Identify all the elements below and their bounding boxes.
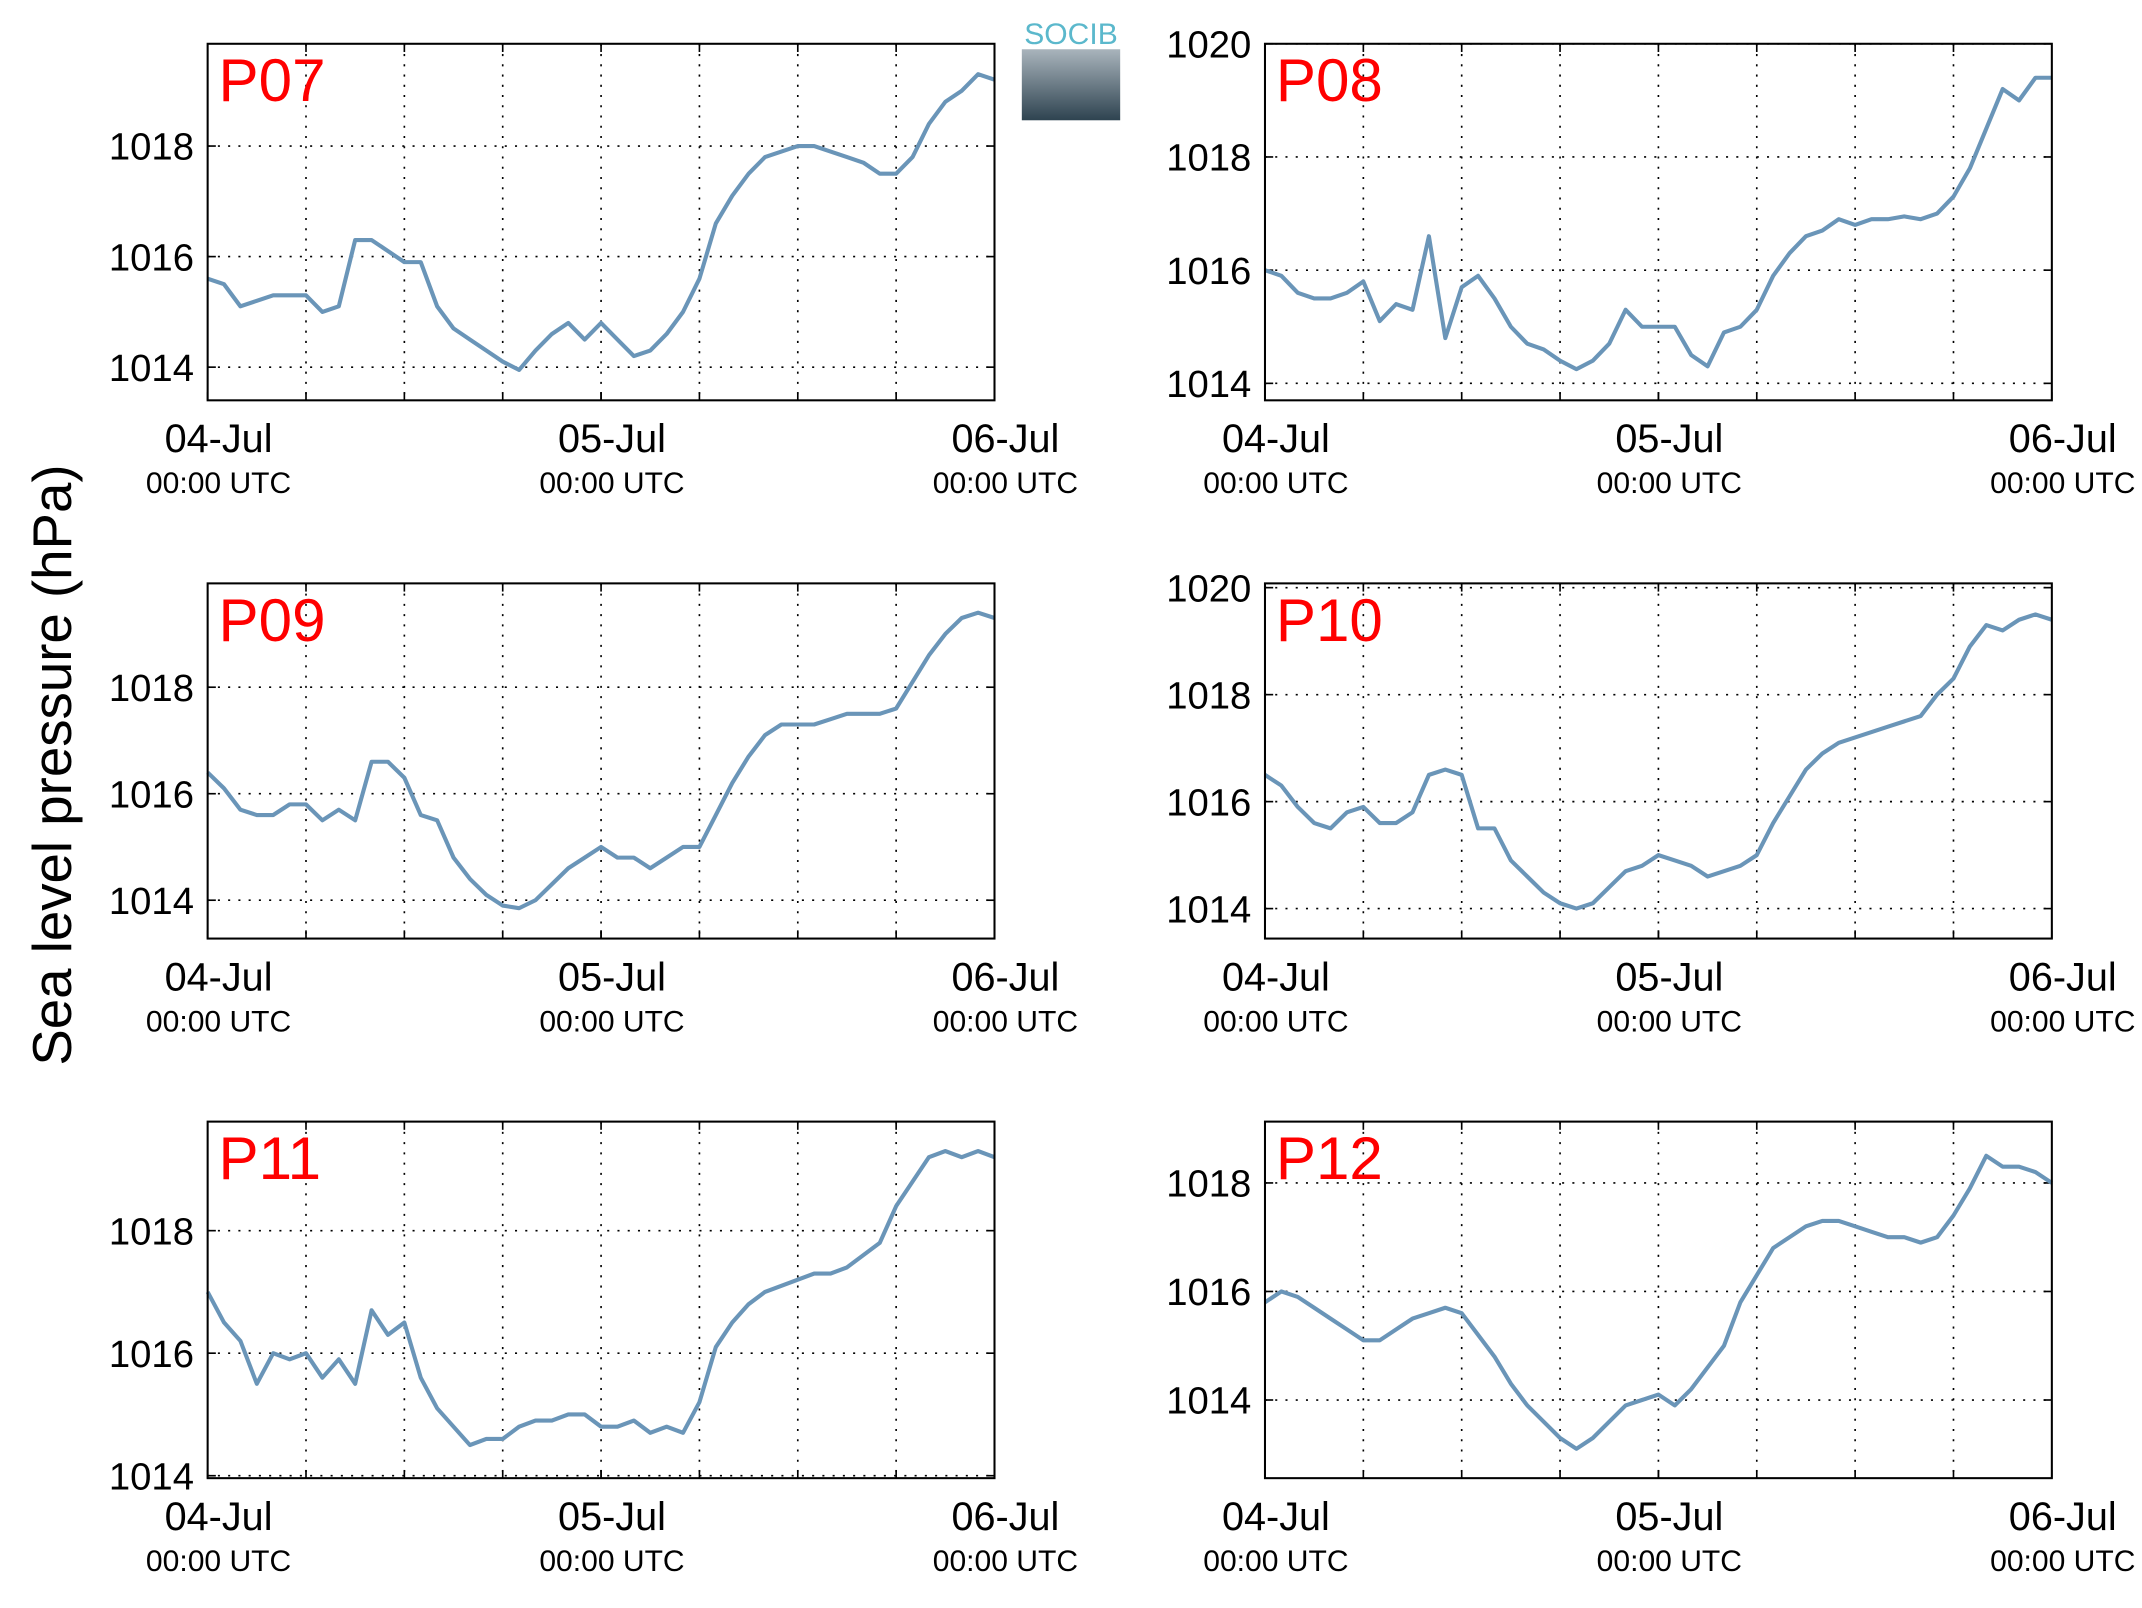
axes-frame <box>1263 1120 2053 1480</box>
x-tick-sublabel: 00:00 UTC <box>1203 1545 1348 1578</box>
logo-text: SOCIB <box>1024 18 1118 51</box>
data-line <box>205 1148 996 1448</box>
x-tick-label: 05-Jul <box>1615 955 1723 999</box>
logo-box <box>1021 49 1121 121</box>
x-tick-sublabel: 00:00 UTC <box>1203 1005 1348 1038</box>
x-tick-sublabel: 00:00 UTC <box>539 1545 684 1578</box>
data-line <box>1264 75 2052 372</box>
y-tick-label: 1016 <box>1166 781 1251 824</box>
panel-title: P12 <box>1276 1125 1383 1192</box>
y-tick-label: 1014 <box>1166 363 1251 406</box>
subplot: 1014 1016 1018 04-Jul 00:00 UTC 05-Jul 00:00 U… <box>1166 1120 2135 1578</box>
x-tick-sublabel: 00:00 UTC <box>539 467 684 500</box>
x-tick-label: 04-Jul <box>1222 955 1330 999</box>
x-tick-sublabel: 00:00 UTC <box>146 467 291 500</box>
x-tick-sublabel: 00:00 UTC <box>1990 467 2135 500</box>
y-tick-label: 1018 <box>109 667 194 710</box>
axes-frame <box>1263 42 2053 402</box>
data-line <box>1263 1153 2053 1451</box>
x-tick-label: 05-Jul <box>1615 1495 1723 1539</box>
x-tick-sublabel: 00:00 UTC <box>539 1005 684 1038</box>
x-tick-label: 04-Jul <box>165 1495 273 1539</box>
axes-frame <box>1263 582 2053 940</box>
x-tick-label: 06-Jul <box>2009 955 2117 999</box>
y-tick-label: 1014 <box>109 1455 194 1498</box>
x-tick-label: 06-Jul <box>951 955 1059 999</box>
panel-title: P09 <box>219 587 326 654</box>
panel-title: P07 <box>219 47 326 114</box>
x-tick-sublabel: 00:00 UTC <box>933 1545 1078 1578</box>
x-tick-label: 06-Jul <box>951 417 1059 461</box>
plot-area <box>1264 1121 2052 1479</box>
axes-frame <box>206 1120 996 1480</box>
x-tick-sublabel: 00:00 UTC <box>1990 1545 2135 1578</box>
y-tick-label: 1016 <box>109 1333 194 1376</box>
panel-title: P08 <box>1276 47 1383 114</box>
x-tick-label: 05-Jul <box>558 955 666 999</box>
y-tick-label: 1016 <box>109 773 194 816</box>
y-tick-label: 1014 <box>1166 1380 1251 1423</box>
x-tick-sublabel: 00:00 UTC <box>1597 467 1742 500</box>
logo: SOCIB <box>1021 18 1121 121</box>
y-tick-label: 1016 <box>1166 250 1251 293</box>
y-tick-label: 1018 <box>109 1210 194 1253</box>
panel-title: P10 <box>1276 587 1383 654</box>
y-tick-label: 1020 <box>1166 23 1251 66</box>
x-tick-sublabel: 00:00 UTC <box>1990 1005 2135 1038</box>
y-tick-label: 1018 <box>1166 137 1251 180</box>
x-tick-label: 06-Jul <box>951 1495 1059 1539</box>
x-tick-sublabel: 00:00 UTC <box>1597 1545 1742 1578</box>
y-tick-label: 1018 <box>1166 1163 1251 1206</box>
axes-frame <box>206 582 996 940</box>
axes-frame <box>206 42 996 402</box>
subplot: 1014 1016 1018 1020 04-Jul 00:00 UTC 05-Jul 00:… <box>1166 23 2135 500</box>
x-tick-label: 04-Jul <box>1222 1495 1330 1539</box>
y-tick-label: 1014 <box>109 880 194 923</box>
plot-area <box>207 583 995 939</box>
data-line <box>1263 612 2053 911</box>
x-tick-sublabel: 00:00 UTC <box>146 1005 291 1038</box>
x-tick-sublabel: 00:00 UTC <box>933 467 1078 500</box>
x-tick-sublabel: 00:00 UTC <box>1203 467 1348 500</box>
plot-area <box>1264 43 2052 401</box>
y-tick-label: 1020 <box>1166 567 1251 610</box>
x-tick-label: 06-Jul <box>2009 1495 2117 1539</box>
subplot: 1014 1016 1018 1020 04-Jul 00:00 UTC 05-Jul 00:… <box>1166 567 2135 1038</box>
plot-area <box>1264 583 2052 939</box>
x-tick-label: 04-Jul <box>165 417 273 461</box>
subplot: 1014 1016 1018 04-Jul 00:00 UTC 05-Jul 00:00 U… <box>109 582 1078 1038</box>
y-tick-label: 1018 <box>109 126 194 169</box>
x-tick-sublabel: 00:00 UTC <box>933 1005 1078 1038</box>
x-tick-label: 04-Jul <box>1222 417 1330 461</box>
y-tick-label: 1016 <box>109 236 194 279</box>
x-tick-label: 05-Jul <box>558 417 666 461</box>
y-tick-label: 1018 <box>1166 674 1251 717</box>
y-tick-label: 1016 <box>1166 1271 1251 1314</box>
x-tick-sublabel: 00:00 UTC <box>146 1545 291 1578</box>
y-axis-label: Sea level pressure (hPa) <box>22 464 83 1065</box>
x-tick-label: 04-Jul <box>165 955 273 999</box>
x-tick-label: 05-Jul <box>558 1495 666 1539</box>
y-tick-label: 1014 <box>1166 888 1251 931</box>
subplot: 1014 1016 1018 04-Jul 00:00 UTC 05-Jul 00:00 U… <box>109 42 1078 500</box>
x-tick-sublabel: 00:00 UTC <box>1597 1005 1742 1038</box>
data-line <box>206 72 996 372</box>
panel-title: P11 <box>219 1125 321 1192</box>
x-tick-label: 06-Jul <box>2009 417 2117 461</box>
subplot: 1014 1016 1018 04-Jul 00:00 UTC 05-Jul 00:00 U… <box>109 1120 1078 1578</box>
x-tick-label: 05-Jul <box>1615 417 1723 461</box>
data-line <box>206 610 996 911</box>
plot-area <box>207 43 995 401</box>
y-tick-label: 1014 <box>109 347 194 390</box>
